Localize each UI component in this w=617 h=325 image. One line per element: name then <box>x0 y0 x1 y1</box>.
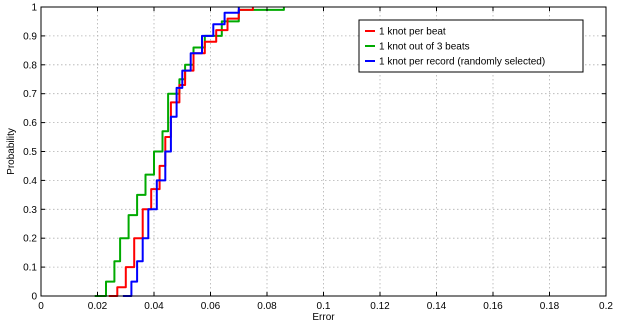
x-tick-label: 0 <box>38 301 44 312</box>
y-tick-label: 0.4 <box>23 176 37 187</box>
series-layer <box>94 7 285 297</box>
x-tick-label: 0.16 <box>483 301 503 312</box>
x-tick-label: 0.06 <box>201 301 221 312</box>
y-tick-label: 0.3 <box>23 205 37 216</box>
x-tick-label: 0.04 <box>144 301 164 312</box>
axis-ticks: 0 0.02 0.04 0.06 0.08 0.1 0.12 0.14 0.16 0.18 0.2 0… <box>23 3 613 313</box>
y-tick-label: 0 <box>31 292 37 303</box>
x-tick-label: 0.18 <box>540 301 560 312</box>
y-tick-label: 0.2 <box>23 234 37 245</box>
x-axis-label: Error <box>312 312 335 323</box>
x-tick-label: 0.14 <box>427 301 447 312</box>
legend: 1 knot per beat 1 knot out of 3 beats 1 kn… <box>358 19 584 73</box>
y-tick-label: 0.6 <box>23 118 37 129</box>
legend-label: 1 knot per beat <box>379 27 446 38</box>
legend-box <box>358 19 584 73</box>
y-tick-label: 0.7 <box>23 89 37 100</box>
x-tick-label: 0.1 <box>317 301 331 312</box>
legend-label: 1 knot per record (randomly selected) <box>379 57 545 68</box>
y-axis-label: Probability <box>6 128 17 175</box>
legend-label: 1 knot out of 3 beats <box>379 42 470 53</box>
x-tick-label: 0.08 <box>257 301 277 312</box>
x-tick-label: 0.02 <box>88 301 108 312</box>
x-tick-label: 0.2 <box>599 301 613 312</box>
y-tick-label: 0.1 <box>23 263 37 274</box>
y-tick-label: 1 <box>31 3 37 14</box>
y-tick-label: 0.9 <box>23 31 37 42</box>
y-tick-label: 0.5 <box>23 147 37 158</box>
series-line <box>108 7 254 297</box>
x-tick-label: 0.12 <box>370 301 390 312</box>
y-tick-label: 0.8 <box>23 60 37 71</box>
series-line <box>122 7 240 297</box>
